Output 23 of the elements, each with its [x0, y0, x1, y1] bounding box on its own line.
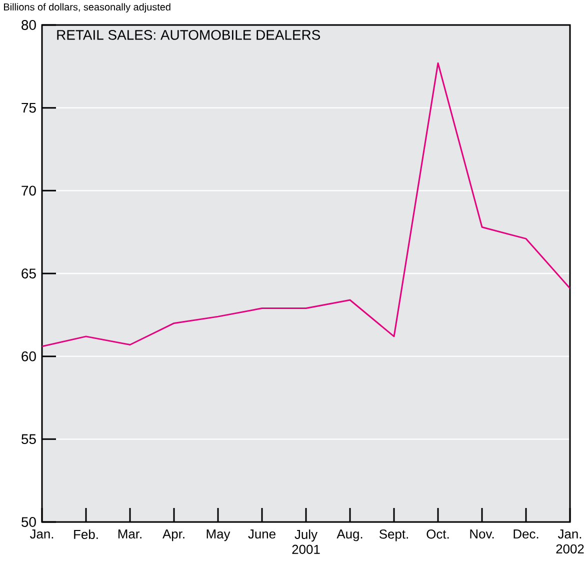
- y-tick-label: 65: [22, 268, 36, 278]
- y-tick-label: 70: [22, 186, 36, 196]
- x-tick-label: July 2001: [292, 530, 320, 554]
- y-tick-label: 55: [22, 434, 36, 444]
- y-tick-label: 80: [22, 20, 36, 30]
- x-tick-label: Dec.: [514, 530, 538, 539]
- y-tick-label: 50: [22, 517, 36, 527]
- x-tick-label: Jan.: [30, 530, 54, 539]
- x-tick-label: Mar.: [118, 530, 142, 539]
- x-tick-label: Feb.: [74, 530, 98, 540]
- x-tick-label: Jan. 2002: [556, 530, 584, 554]
- y-tick-label: 60: [22, 351, 36, 362]
- x-tick-label: Apr.: [162, 530, 184, 542]
- line-series: [42, 62, 570, 348]
- chart-title: RETAIL SALES: AUTOMOBILE DEALERS: [57, 30, 320, 40]
- x-tick-label: June: [248, 530, 276, 539]
- y-tick-label: 75: [22, 102, 36, 113]
- chart-subtitle: Billions of dollars, seasonally adjusted: [4, 3, 170, 12]
- x-tick-label: Sept.: [379, 530, 408, 542]
- x-tick-label: May: [206, 530, 230, 542]
- x-tick-label: Nov.: [470, 530, 494, 539]
- x-tick-label: Oct.: [426, 530, 449, 539]
- x-tick-label: Aug.: [336, 530, 362, 542]
